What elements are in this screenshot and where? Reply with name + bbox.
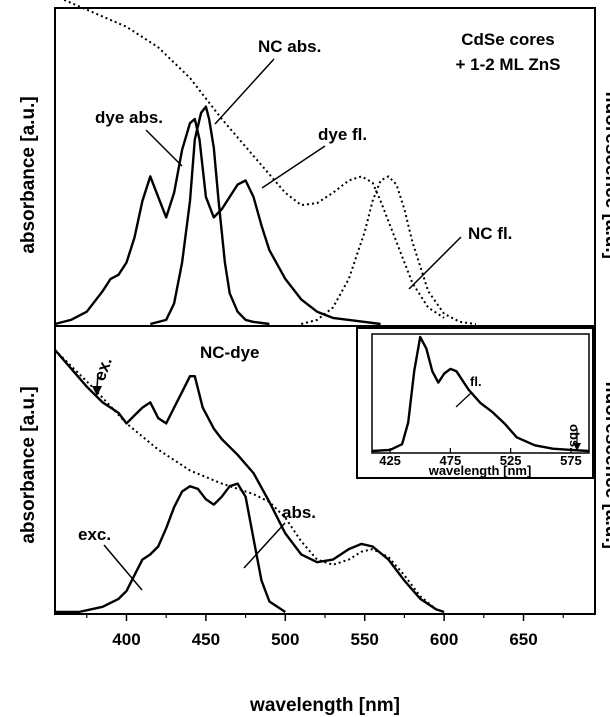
title-nc-dye: NC-dye [200, 343, 260, 362]
inset-arrow-obs-head [573, 443, 581, 451]
bottom-xlabel: wavelength [nm] [249, 695, 400, 716]
top-ylabel-right: fluorescence [a.u.] [601, 91, 610, 259]
series-fl-line [371, 335, 590, 453]
x-tick-label-650: 650 [509, 630, 537, 649]
series-dye-abs-line [54, 117, 381, 326]
inset-tick-label-425: 425 [379, 453, 401, 468]
subtitle-zns-shell: + 1-2 ML ZnS [455, 55, 560, 74]
leader-abs [243, 522, 286, 569]
label-nc-abs: NC abs. [258, 37, 321, 56]
x-tick-label-500: 500 [271, 630, 299, 649]
inset-x-ticks: 425 475 525 575 [379, 448, 582, 468]
label-exc: exc. [78, 525, 111, 544]
label-ex: ex. [90, 355, 116, 384]
arrow-ex-shaft [96, 372, 99, 389]
inset-tick-label-575: 575 [560, 453, 582, 468]
x-tick-label-400: 400 [112, 630, 140, 649]
title-cdse-cores: CdSe cores [461, 30, 555, 49]
inset-curves [371, 335, 590, 453]
leader-dye-fl [261, 145, 326, 189]
label-nc-fl: NC fl. [468, 224, 512, 243]
leader-exc [103, 544, 143, 591]
label-dye-fl: dye fl. [318, 125, 367, 144]
bottom-x-ticks: 400 450 500 550 600 650 [86, 614, 564, 649]
inset-tick-label-475: 475 [440, 453, 462, 468]
series-nc-fl-line [300, 175, 477, 325]
x-tick-label-550: 550 [351, 630, 379, 649]
series-nc-abs-dotted-line [54, 349, 445, 613]
leader-dye-abs [145, 129, 183, 167]
inset-label-fl: fl. [470, 374, 482, 389]
leader-nc-fl [408, 236, 462, 290]
top-ylabel-left: absorbance [a.u.] [18, 96, 39, 253]
leader-nc-abs [214, 58, 275, 125]
inset-tick-label-525: 525 [500, 453, 522, 468]
arrow-ex-head [92, 386, 102, 396]
label-abs: abs. [282, 503, 316, 522]
bottom-ylabel-right: fluorescence [a.u.] [601, 381, 610, 549]
x-tick-label-450: 450 [192, 630, 220, 649]
inset-plot-frame [371, 333, 590, 454]
x-tick-label-600: 600 [430, 630, 458, 649]
label-dye-abs: dye abs. [95, 108, 163, 127]
inset-label-obs: obs. [567, 424, 582, 451]
bottom-panel-curves [54, 349, 445, 614]
series-nc-abs-line [61, 0, 445, 319]
top-panel-curves [54, 0, 477, 326]
series-exc-line [55, 482, 286, 614]
inset-xlabel: wavelength [nm] [428, 463, 532, 478]
series-dye-fl-line [150, 105, 270, 326]
bottom-ylabel-left: absorbance [a.u.] [18, 386, 39, 543]
inset-leader-fl [455, 391, 473, 408]
